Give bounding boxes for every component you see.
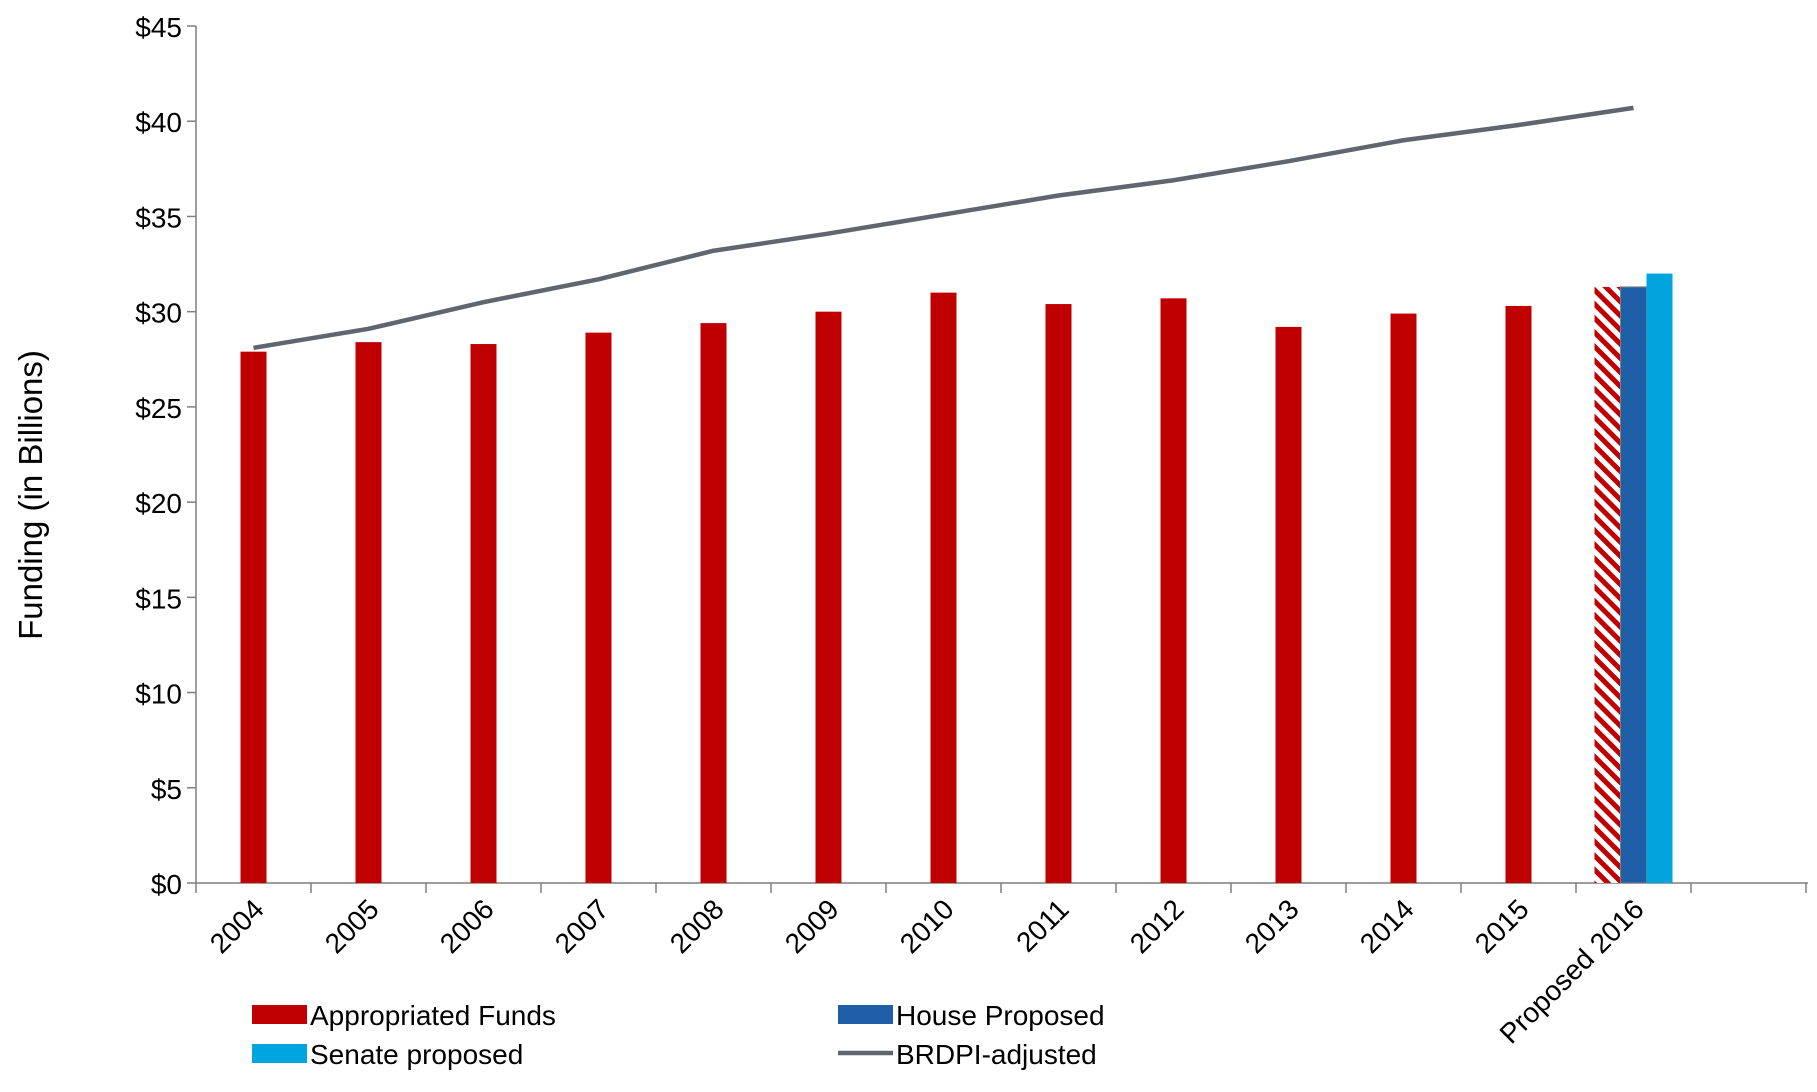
y-tick-label: $10 xyxy=(135,679,182,710)
legend: Appropriated Funds House Proposed Senate p… xyxy=(252,1000,1105,1070)
bar-appropriated-funds-2007 xyxy=(586,333,612,883)
bar-appropriated-funds-proposed-2016 xyxy=(1595,287,1621,883)
y-tick-label: $5 xyxy=(151,774,182,805)
legend-swatch-house-proposed xyxy=(838,1005,893,1024)
legend-label-brdpi-adjusted: BRDPI-adjusted xyxy=(896,1039,1097,1070)
bar-appropriated-funds-2012 xyxy=(1161,298,1187,883)
x-tick-label: 2015 xyxy=(1469,893,1535,959)
bar-appropriated-funds-2013 xyxy=(1276,327,1302,883)
legend-label-senate-proposed: Senate proposed xyxy=(310,1039,523,1070)
x-tick-label: 2012 xyxy=(1124,893,1190,959)
bar-senate-proposed-proposed-2016 xyxy=(1647,274,1673,883)
bar-appropriated-funds-2015 xyxy=(1506,306,1532,883)
bar-appropriated-funds-2004 xyxy=(241,352,267,883)
bar-house-proposed-proposed-2016 xyxy=(1621,287,1647,883)
bar-appropriated-funds-2009 xyxy=(816,312,842,883)
x-tick-label: 2014 xyxy=(1354,893,1420,959)
y-tick-label: $25 xyxy=(135,393,182,424)
x-tick-label: 2009 xyxy=(779,893,845,959)
x-tick-label: 2006 xyxy=(434,893,500,959)
bar-appropriated-funds-2011 xyxy=(1046,304,1072,883)
legend-label-appropriated-funds: Appropriated Funds xyxy=(310,1000,556,1031)
bar-appropriated-funds-2010 xyxy=(931,293,957,883)
axes-layer: $0 $5 $10 $15 $20 $25 $30 $35 $40 $45 xyxy=(135,12,1808,900)
x-tick-label: 2004 xyxy=(204,893,270,959)
y-tick-label: $45 xyxy=(135,12,182,43)
y-tick-label: $35 xyxy=(135,202,182,233)
bar-appropriated-funds-2006 xyxy=(471,344,497,883)
y-tick-label: $15 xyxy=(135,583,182,614)
x-tick-label: 2010 xyxy=(894,893,960,959)
x-tick-label: 2005 xyxy=(319,893,385,959)
bar-appropriated-funds-2008 xyxy=(701,323,727,883)
legend-swatch-appropriated-funds xyxy=(252,1005,307,1024)
y-axis-title: Funding (in Billions) xyxy=(12,350,49,640)
x-tick-label: 2008 xyxy=(664,893,730,959)
y-tick-label: $20 xyxy=(135,488,182,519)
bar-appropriated-funds-2014 xyxy=(1391,314,1417,883)
y-tick-label: $0 xyxy=(151,869,182,900)
y-tick-label: $40 xyxy=(135,107,182,138)
legend-swatch-senate-proposed xyxy=(252,1044,307,1063)
x-tick-label: 2011 xyxy=(1010,893,1075,958)
bar-appropriated-funds-2005 xyxy=(356,342,382,883)
y-tick-label: $30 xyxy=(135,298,182,329)
legend-label-house-proposed: House Proposed xyxy=(896,1000,1105,1031)
bars-layer xyxy=(241,274,1673,883)
x-tick-label: 2013 xyxy=(1239,893,1305,959)
x-tick-label: 2007 xyxy=(549,893,615,959)
